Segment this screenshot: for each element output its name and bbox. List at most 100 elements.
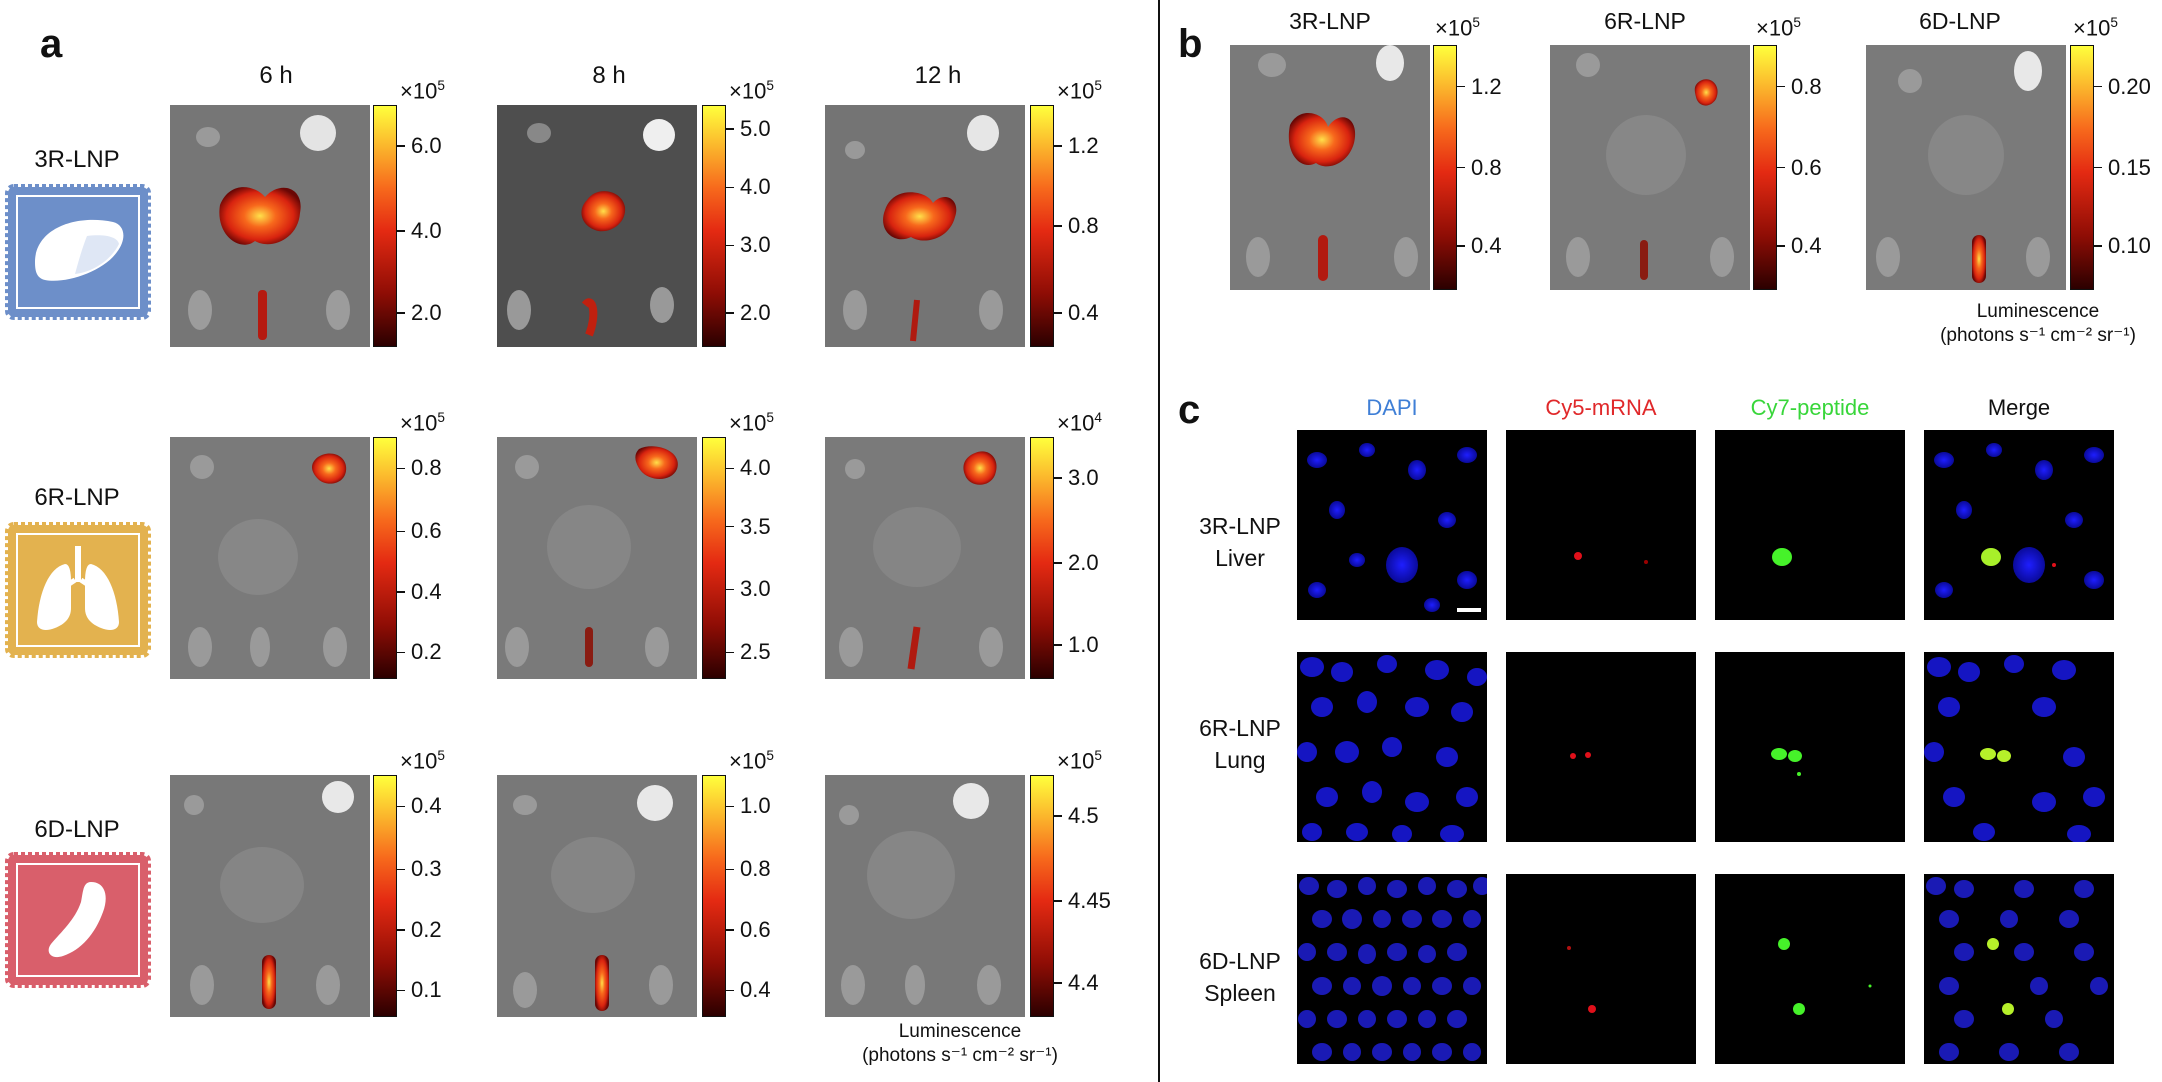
- panel-b-label-6d: 6D-LNP: [1919, 8, 2001, 34]
- colorbar-6d-12h: [1030, 775, 1054, 1017]
- colorbar-tick-label: 3.0: [1054, 465, 1099, 491]
- ivis-image-b-6r: [1550, 45, 1750, 290]
- colorbar-tick-label: 2.5: [726, 639, 771, 665]
- colorbar-tick-label: 3.0: [726, 232, 771, 258]
- ivis-image-b-3r: [1230, 45, 1430, 290]
- colorbar-ticks: 3.0 2.0 1.0: [1054, 437, 1124, 679]
- colorbar-multiplier: ×105: [1057, 78, 1102, 104]
- ivis-image-3r-6h: [170, 105, 370, 347]
- colorbar-6d-6h: [373, 775, 397, 1017]
- colorbar-tick-label: 0.8: [1457, 155, 1502, 181]
- colorbar-tick-label: 0.3: [397, 856, 442, 882]
- colorbar-tick-label: 5.0: [726, 116, 771, 142]
- colorbar-multiplier: ×105: [400, 410, 445, 436]
- colorbar-tick-label: 4.0: [726, 455, 771, 481]
- panel-c-row-label-spleen: 6D-LNP Spleen: [1199, 948, 1281, 1006]
- panel-b-label-3r: 3R-LNP: [1289, 8, 1371, 34]
- fluorescence-cy5-spleen: [1506, 874, 1696, 1064]
- colorbar-tick-label: 0.4: [397, 793, 442, 819]
- colorbar-ticks: 6.0 4.0 2.0: [397, 105, 467, 347]
- panel-c-row-label-liver: 3R-LNP Liver: [1199, 513, 1281, 571]
- colorbar-6d-8h: [702, 775, 726, 1017]
- colorbar-ticks: 1.2 0.8 0.4: [1054, 105, 1124, 347]
- colorbar-tick-label: 2.0: [397, 300, 442, 326]
- fluorescence-cy5-lung: [1506, 652, 1696, 842]
- ivis-image-6r-6h: [170, 437, 370, 679]
- colorbar-ticks: 5.0 4.0 3.0 2.0: [726, 105, 796, 347]
- colorbar-tick-label: 4.0: [397, 218, 442, 244]
- panel-c-row-label-lung: 6R-LNP Lung: [1199, 715, 1281, 773]
- fluorescence-cy5-liver: [1506, 430, 1696, 620]
- colorbar-tick-label: 0.4: [397, 579, 442, 605]
- colorbar-tick-label: 0.6: [726, 917, 771, 943]
- fluorescence-merge-lung: [1924, 652, 2114, 842]
- fluorescence-merge-liver: [1924, 430, 2114, 620]
- colorbar-tick-label: 0.4: [1054, 300, 1099, 326]
- colorbar-multiplier: ×105: [1756, 15, 1801, 41]
- ivis-image-3r-12h: [825, 105, 1025, 347]
- time-label-6h: 6 h: [259, 62, 293, 89]
- colorbar-tick-label: 0.8: [1777, 74, 1822, 100]
- ivis-image-6r-8h: [497, 437, 697, 679]
- colorbar-tick-label: 2.0: [726, 300, 771, 326]
- colorbar-multiplier: ×105: [400, 78, 445, 104]
- ivis-image-6d-12h: [825, 775, 1025, 1017]
- colorbar-multiplier: ×105: [729, 78, 774, 104]
- colorbar-tick-label: 0.6: [397, 518, 442, 544]
- luminescence-label-a: Luminescence (photons s⁻¹ cm⁻² sr⁻¹): [862, 1021, 1058, 1066]
- colorbar-3r-12h: [1030, 105, 1054, 347]
- colorbar-tick-label: 4.0: [726, 174, 771, 200]
- panel-divider-vertical: [1158, 0, 1160, 1082]
- fluorescence-merge-spleen: [1924, 874, 2114, 1064]
- colorbar-tick-label: 0.2: [397, 639, 442, 665]
- colorbar-6r-12h: [1030, 437, 1054, 679]
- row-label-3r-lnp: 3R-LNP: [34, 146, 120, 173]
- time-label-8h: 8 h: [592, 62, 626, 89]
- colorbar-multiplier: ×105: [2073, 15, 2118, 41]
- colorbar-b-3r: [1433, 45, 1457, 290]
- ivis-image-6d-6h: [170, 775, 370, 1017]
- colorbar-ticks: 4.0 3.5 3.0 2.5: [726, 437, 796, 679]
- colorbar-tick-label: 4.4: [1054, 970, 1099, 996]
- colorbar-multiplier: ×105: [1435, 15, 1480, 41]
- column-head-cy5: Cy5-mRNA: [1545, 395, 1657, 420]
- colorbar-ticks: 1.0 0.8 0.6 0.4: [726, 775, 796, 1017]
- colorbar-tick-label: 0.6: [1777, 155, 1822, 181]
- row-label-6r-lnp: 6R-LNP: [34, 484, 120, 511]
- colorbar-tick-label: 1.0: [1054, 632, 1099, 658]
- colorbar-ticks: 0.8 0.6 0.4 0.2: [397, 437, 467, 679]
- colorbar-multiplier: ×105: [400, 748, 445, 774]
- fluorescence-cy7-lung: [1715, 652, 1905, 842]
- colorbar-3r-6h: [373, 105, 397, 347]
- fluorescence-cy7-liver: [1715, 430, 1905, 620]
- colorbar-6r-6h: [373, 437, 397, 679]
- colorbar-b-6d: [2070, 45, 2094, 290]
- colorbar-tick-label: 1.2: [1457, 74, 1502, 100]
- colorbar-tick-label: 4.5: [1054, 803, 1099, 829]
- colorbar-tick-label: 0.4: [726, 977, 771, 1003]
- colorbar-tick-label: 3.5: [726, 514, 771, 540]
- colorbar-ticks: 0.20 0.15 0.10: [2094, 45, 2160, 290]
- colorbar-tick-label: 3.0: [726, 576, 771, 602]
- colorbar-tick-label: 0.8: [1054, 213, 1099, 239]
- colorbar-multiplier: ×105: [729, 748, 774, 774]
- luminescence-label-b: Luminescence (photons s⁻¹ cm⁻² sr⁻¹): [1940, 301, 2136, 346]
- colorbar-tick-label: 1.2: [1054, 133, 1099, 159]
- row-label-6d-lnp: 6D-LNP: [34, 816, 120, 843]
- colorbar-tick-label: 0.4: [1777, 233, 1822, 259]
- time-label-12h: 12 h: [914, 62, 962, 89]
- colorbar-tick-label: 0.1: [397, 977, 442, 1003]
- colorbar-tick-label: 0.4: [1457, 233, 1502, 259]
- colorbar-tick-label: 0.8: [397, 455, 442, 481]
- ivis-image-6r-12h: [825, 437, 1025, 679]
- colorbar-tick-label: 0.15: [2094, 155, 2151, 181]
- colorbar-tick-label: 4.45: [1054, 888, 1111, 914]
- colorbar-b-6r: [1753, 45, 1777, 290]
- colorbar-tick-label: 0.10: [2094, 233, 2151, 259]
- colorbar-ticks: 1.2 0.8 0.4: [1457, 45, 1527, 290]
- column-head-merge: Merge: [1987, 395, 2051, 420]
- fluorescence-dapi-liver: [1297, 430, 1487, 620]
- colorbar-tick-label: 0.8: [726, 856, 771, 882]
- colorbar-multiplier: ×105: [1057, 748, 1102, 774]
- colorbar-ticks: 0.4 0.3 0.2 0.1: [397, 775, 467, 1017]
